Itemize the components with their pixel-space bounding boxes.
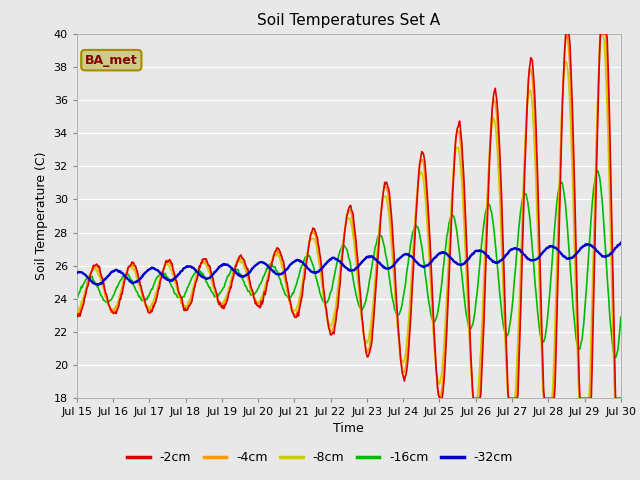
Legend: -2cm, -4cm, -8cm, -16cm, -32cm: -2cm, -4cm, -8cm, -16cm, -32cm [122,446,518,469]
X-axis label: Time: Time [333,421,364,434]
Text: BA_met: BA_met [85,54,138,67]
Y-axis label: Soil Temperature (C): Soil Temperature (C) [35,152,48,280]
Title: Soil Temperatures Set A: Soil Temperatures Set A [257,13,440,28]
